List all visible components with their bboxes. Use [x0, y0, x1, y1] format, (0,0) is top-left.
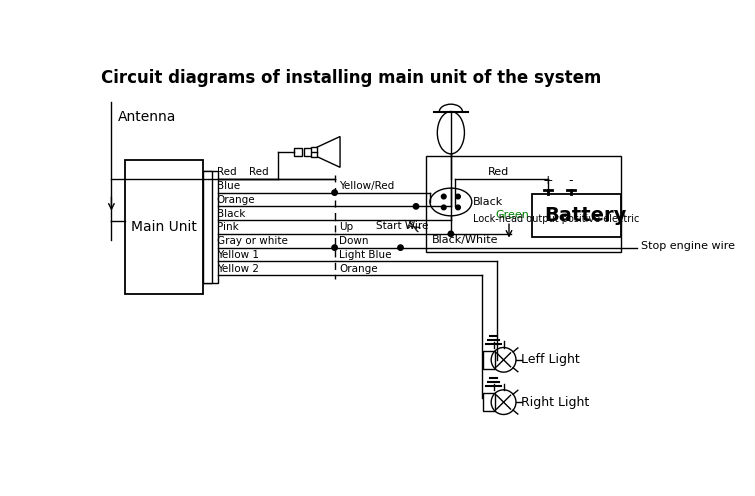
Text: +: + — [542, 174, 553, 186]
Text: Right Light: Right Light — [521, 396, 589, 409]
Text: Orange: Orange — [339, 263, 378, 274]
Bar — [203, 171, 212, 283]
Circle shape — [332, 190, 337, 195]
Text: Leff Light: Leff Light — [521, 353, 579, 367]
Text: -: - — [569, 174, 573, 186]
Bar — [310, 147, 317, 157]
Text: Red: Red — [488, 167, 510, 178]
Text: Red: Red — [249, 167, 269, 178]
Bar — [294, 148, 302, 156]
Circle shape — [456, 205, 461, 210]
Text: Stop engine wire: Stop engine wire — [641, 241, 735, 251]
Text: ✂: ✂ — [401, 217, 423, 240]
Text: Yellow 1: Yellow 1 — [217, 250, 259, 260]
Text: Pink: Pink — [217, 222, 239, 232]
Text: Battery: Battery — [544, 206, 627, 225]
Circle shape — [448, 231, 454, 237]
Bar — [125, 160, 203, 294]
Bar — [483, 351, 495, 369]
Text: Gray or white: Gray or white — [217, 236, 288, 246]
Text: Circuit diagrams of installing main unit of the system: Circuit diagrams of installing main unit… — [100, 69, 601, 87]
Text: Lock-head output positive electric: Lock-head output positive electric — [473, 213, 639, 224]
Bar — [304, 148, 312, 156]
Text: Red: Red — [217, 167, 236, 178]
Text: Antenna: Antenna — [118, 110, 176, 124]
Text: Black/White: Black/White — [432, 235, 498, 245]
Text: Green: Green — [495, 210, 529, 220]
Text: Main Unit: Main Unit — [131, 220, 197, 234]
Text: Black: Black — [473, 197, 504, 207]
Text: Down: Down — [339, 236, 368, 246]
Text: Black: Black — [217, 209, 245, 219]
Text: Start Wire: Start Wire — [376, 221, 428, 231]
Circle shape — [398, 245, 403, 250]
Text: Yellow/Red: Yellow/Red — [339, 181, 395, 191]
Circle shape — [413, 204, 419, 209]
Circle shape — [442, 194, 446, 199]
Circle shape — [456, 194, 461, 199]
Bar — [532, 194, 621, 237]
Text: Blue: Blue — [217, 181, 240, 191]
Circle shape — [442, 205, 446, 210]
Bar — [203, 171, 218, 283]
Bar — [426, 156, 621, 252]
Text: Orange: Orange — [217, 195, 255, 205]
Text: Yellow 2: Yellow 2 — [217, 263, 259, 274]
Text: Up: Up — [339, 222, 353, 232]
Circle shape — [332, 245, 337, 250]
Text: Light Blue: Light Blue — [339, 250, 392, 260]
Bar — [483, 393, 495, 411]
